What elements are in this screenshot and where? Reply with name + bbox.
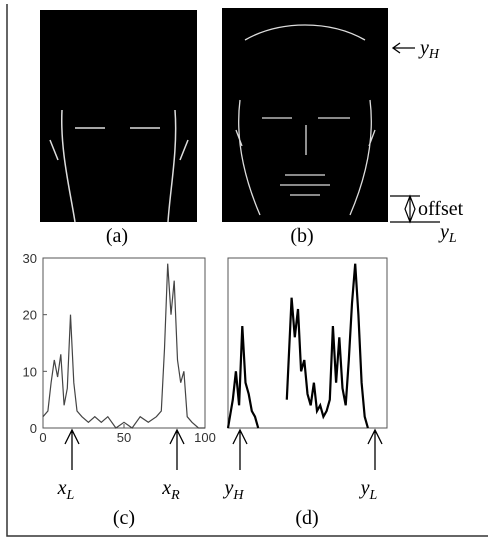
pointer-sub: H [232, 488, 244, 503]
x-tick-label: 0 [39, 430, 46, 445]
x-tick-label: 50 [117, 430, 131, 445]
pointer-arrow [169, 428, 185, 470]
pointer-arrow [367, 428, 383, 470]
marker-sub: H [428, 47, 440, 62]
marker-sub: L [448, 231, 457, 246]
pointer-label: yH [222, 477, 244, 503]
panel-label: (b) [290, 225, 313, 247]
panel-label: (a) [106, 225, 128, 247]
marker-arrow [391, 42, 415, 54]
pointer-base: y [359, 477, 370, 499]
panel-label: (c) [113, 507, 135, 529]
y-tick-label: 30 [23, 251, 37, 266]
marker-base: y [438, 221, 449, 243]
pointer-label: xR [161, 477, 180, 503]
x-tick-label: 100 [194, 430, 216, 445]
pointer-sub: L [369, 488, 378, 503]
face-image-a [40, 10, 197, 223]
pointer-label: xL [57, 477, 75, 503]
pointer-arrow [232, 428, 248, 470]
face-image-b [222, 8, 388, 222]
offset-bracket [390, 194, 440, 224]
pointer-label: yL [359, 477, 378, 503]
pointer-base: y [222, 477, 233, 499]
frame [6, 4, 488, 537]
panel-label: (d) [295, 507, 318, 529]
y-tick-label: 0 [30, 421, 37, 436]
profile-line [226, 263, 369, 429]
pointer-base: x [161, 477, 171, 499]
marker-base: y [418, 37, 429, 59]
plot-frame [42, 257, 206, 429]
pointer-sub: L [66, 488, 75, 503]
pointer-base: x [57, 477, 67, 499]
marker-label: yH [418, 37, 440, 62]
pointer-sub: R [170, 488, 180, 503]
offset-label: offset [418, 198, 464, 220]
y-tick-label: 20 [23, 308, 37, 323]
y-tick-label: 10 [23, 364, 37, 379]
plot-frame [227, 257, 388, 429]
pointer-arrow [64, 428, 80, 470]
profile-line [42, 263, 205, 429]
marker-label: yL [438, 221, 457, 246]
